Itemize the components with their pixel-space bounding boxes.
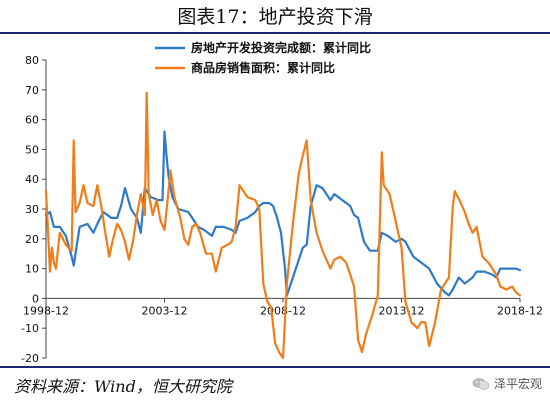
x-tick-label: 2008-12: [260, 304, 306, 317]
source-note: 资料来源：Wind，恒大研究院: [14, 377, 232, 396]
wechat-icon: [472, 377, 490, 390]
series-line-2: [44, 91, 522, 360]
watermark-text: 泽平宏观: [493, 377, 542, 391]
watermark: 泽平宏观: [472, 375, 542, 392]
y-tick-label: 40: [25, 173, 39, 186]
x-tick-label: 2003-12: [142, 304, 188, 317]
legend-label-1: 房地产开发投资完成额：累计同比: [191, 40, 371, 55]
y-tick-label: 20: [25, 233, 39, 246]
series-line-1: [44, 130, 522, 297]
y-tick-label: 60: [25, 114, 39, 127]
y-tick-label: 80: [25, 54, 39, 67]
y-tick-label: 30: [25, 203, 39, 216]
y-tick-label: 70: [25, 84, 39, 97]
y-tick-label: -10: [21, 322, 39, 335]
legend-label-2: 商品房销售面积：累计同比: [191, 60, 335, 75]
x-tick-label: 2018-12: [497, 304, 543, 317]
x-tick-label: 1998-12: [23, 304, 69, 317]
top-rule: [0, 32, 550, 34]
chart-title: 图表17：地产投资下滑: [177, 6, 373, 28]
y-tick-label: 0: [32, 292, 39, 305]
x-tick-label: 2013-12: [379, 304, 425, 317]
chart-series: [44, 91, 522, 360]
y-tick-label: -20: [21, 352, 39, 365]
bottom-rule: [0, 366, 550, 368]
y-tick-label: 50: [25, 143, 39, 156]
y-tick-label: 10: [25, 263, 39, 276]
line-chart: -20 -10 0 10 20 30 40 50 60 70 80 1998-12 2003-12 200…: [21, 40, 543, 365]
